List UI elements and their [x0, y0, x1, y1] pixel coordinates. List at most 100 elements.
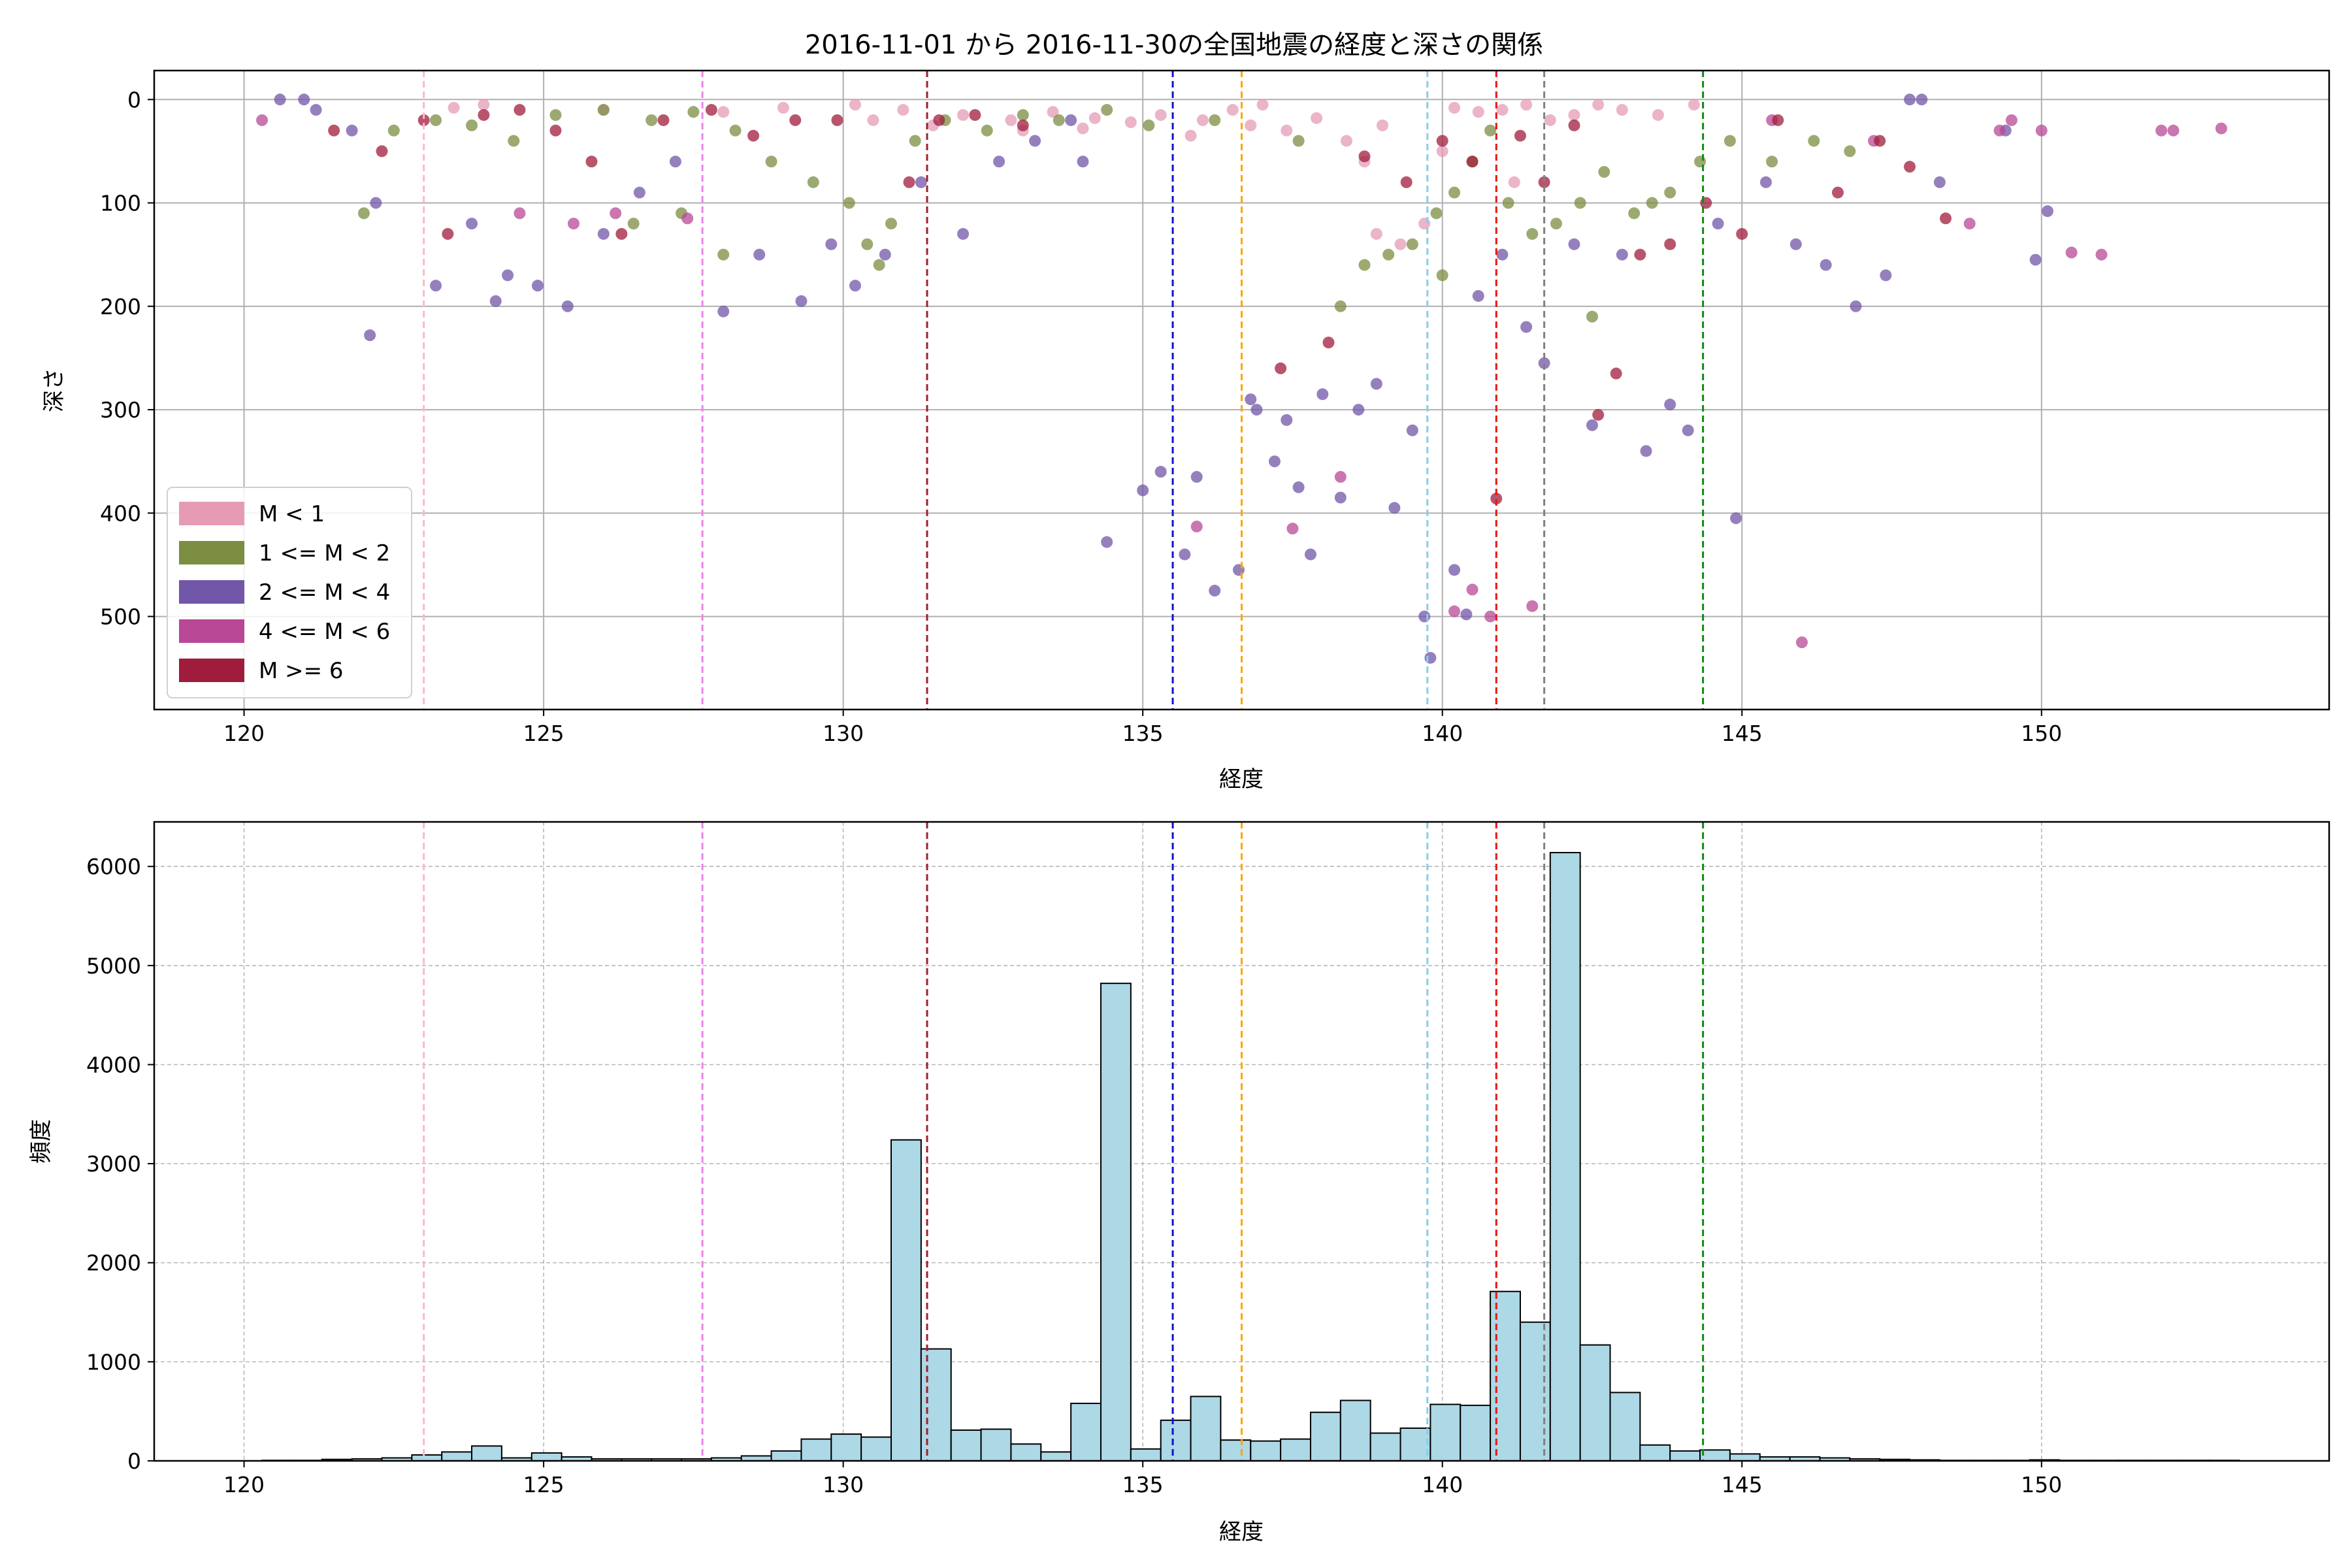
scatter-ytick-label: 200 — [100, 294, 141, 319]
scatter-point — [466, 218, 478, 230]
scatter-point — [1496, 248, 1509, 261]
scatter-point — [1789, 238, 1802, 250]
scatter-point — [687, 106, 700, 118]
scatter-point — [310, 104, 322, 116]
scatter-point — [1664, 238, 1676, 250]
scatter-point — [1245, 119, 1257, 131]
scatter-point — [1616, 104, 1628, 116]
scatter-point — [1598, 166, 1610, 178]
figure-title: 2016-11-01 から 2016-11-30の全国地震の経度と深さの関係 — [805, 30, 1543, 60]
scatter-point — [777, 101, 789, 114]
scatter-point — [1652, 109, 1664, 122]
scatter-point — [795, 295, 808, 307]
scatter-point — [478, 109, 490, 122]
scatter-point — [387, 124, 400, 137]
scatter-point — [1568, 109, 1580, 122]
scatter-point — [2155, 124, 2168, 137]
scatter-point — [1340, 135, 1352, 147]
histogram-bar — [1549, 852, 1581, 1462]
histogram-axes-frame — [153, 821, 2330, 1462]
scatter-point — [1370, 228, 1382, 240]
scatter-point — [1466, 583, 1478, 596]
scatter-point — [1592, 408, 1605, 421]
scatter-point — [1544, 114, 1556, 126]
scatter-point — [957, 228, 970, 240]
scatter-point — [1993, 124, 2006, 137]
legend-label: M >= 6 — [259, 658, 344, 684]
scatter-point — [765, 155, 777, 168]
scatter-point — [466, 119, 478, 131]
histogram-bar — [1369, 1432, 1401, 1462]
scatter-point — [478, 99, 490, 111]
scatter-point — [346, 124, 358, 137]
histogram-bar — [800, 1438, 832, 1462]
scatter-point — [1377, 119, 1389, 131]
scatter-point — [957, 109, 970, 122]
scatter-point — [1646, 197, 1658, 209]
scatter-point — [2029, 253, 2042, 266]
scatter-point — [1250, 404, 1263, 416]
scatter-series — [274, 93, 2053, 664]
histogram-ytick-label: 6000 — [86, 854, 141, 879]
histogram-ytick-label: 3000 — [86, 1151, 141, 1177]
scatter-point — [514, 207, 526, 220]
scatter-point — [1275, 362, 1287, 374]
scatter-point — [1484, 124, 1497, 137]
scatter-point — [597, 104, 610, 116]
scatter-point — [1418, 610, 1431, 623]
scatter-point — [1795, 636, 1808, 649]
scatter-point — [717, 106, 730, 118]
scatter-point — [1682, 424, 1694, 436]
scatter-point — [993, 155, 1005, 168]
scatter-point — [1292, 135, 1305, 147]
scatter-point — [2065, 246, 2078, 259]
scatter-vlines — [423, 71, 1705, 710]
scatter-point — [969, 109, 981, 122]
histogram-ytick-label: 5000 — [86, 953, 141, 979]
scatter-point — [1406, 238, 1418, 250]
scatter-series — [256, 114, 2227, 649]
scatter-point — [1226, 104, 1239, 116]
scatter-point — [610, 207, 622, 220]
scatter-point — [1400, 176, 1413, 188]
legend-label: 1 <= M < 2 — [259, 540, 390, 566]
legend-label: M < 1 — [259, 501, 325, 527]
scatter-point — [1736, 228, 1748, 240]
scatter-ticks: 120 125 130 135 140 145 150 0 100 200 300 400 500 — [100, 87, 2062, 746]
scatter-point — [1029, 135, 1041, 147]
scatter-point — [1017, 119, 1029, 131]
histogram-bar — [1130, 1448, 1162, 1462]
histogram-bar — [1100, 983, 1132, 1462]
scatter-point — [1568, 238, 1580, 250]
scatter-point — [807, 176, 819, 188]
histogram-bar — [1190, 1396, 1222, 1462]
scatter-point — [1850, 300, 1862, 312]
scatter-point — [873, 259, 885, 271]
scatter-xlabel: 経度 — [1219, 766, 1264, 792]
scatter-point — [1190, 470, 1203, 483]
histogram-xlabel: 経度 — [1219, 1519, 1264, 1545]
scatter-point — [376, 145, 388, 157]
scatter-point — [1209, 114, 1221, 126]
scatter-point — [2041, 205, 2053, 218]
scatter-point — [1610, 367, 1622, 380]
scatter-points — [256, 93, 2227, 664]
histogram-ytick-label: 2000 — [86, 1250, 141, 1276]
scatter-point — [1154, 109, 1167, 122]
scatter-point — [1124, 116, 1137, 129]
scatter-point — [909, 135, 921, 147]
scatter-point — [1933, 176, 1946, 188]
scatter-point — [1484, 610, 1497, 623]
histogram-bar — [1070, 1403, 1102, 1462]
histogram-bar — [1699, 1449, 1731, 1462]
scatter-point — [328, 124, 340, 137]
scatter-point — [274, 93, 286, 106]
histogram-xtick-label: 150 — [2021, 1472, 2062, 1497]
scatter-point — [1723, 135, 1736, 147]
scatter-point — [1880, 269, 1892, 282]
legend-swatch — [179, 502, 244, 525]
histogram-bar — [1490, 1290, 1521, 1462]
scatter-point — [1448, 605, 1461, 617]
histogram-bar — [770, 1450, 802, 1462]
